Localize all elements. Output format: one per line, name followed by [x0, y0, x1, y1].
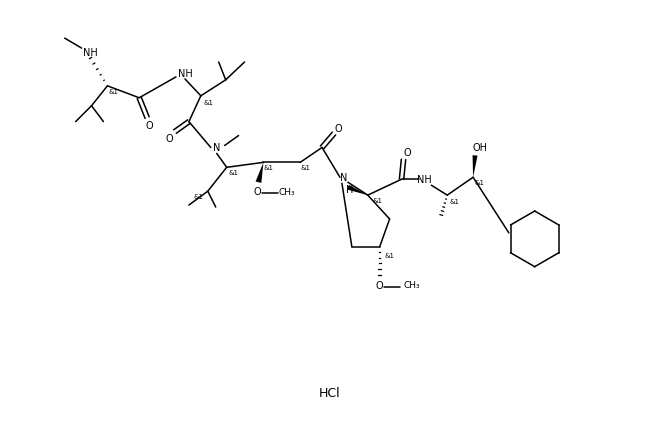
- Text: CH₃: CH₃: [279, 187, 295, 196]
- Text: N: N: [213, 143, 220, 153]
- Text: HCl: HCl: [319, 386, 341, 399]
- Text: &1: &1: [372, 197, 383, 204]
- Text: O: O: [165, 133, 173, 143]
- Polygon shape: [255, 163, 263, 184]
- Text: &1: &1: [194, 194, 204, 200]
- Text: &1: &1: [449, 199, 459, 204]
- Text: NH: NH: [83, 48, 98, 58]
- Text: &1: &1: [228, 170, 239, 176]
- Text: N: N: [340, 173, 347, 183]
- Text: OH: OH: [472, 143, 488, 153]
- Polygon shape: [472, 156, 478, 178]
- Text: &1: &1: [474, 180, 484, 186]
- Text: &1: &1: [263, 165, 273, 171]
- Text: &1: &1: [385, 252, 395, 258]
- Text: CH₃: CH₃: [403, 280, 420, 289]
- Text: NH: NH: [178, 69, 192, 79]
- Text: O: O: [404, 148, 411, 158]
- Text: NH: NH: [417, 175, 432, 185]
- Text: O: O: [376, 280, 384, 290]
- Text: &1: &1: [204, 99, 214, 105]
- Text: O: O: [334, 123, 342, 133]
- Text: O: O: [145, 120, 153, 130]
- Text: H: H: [346, 185, 353, 195]
- Text: O: O: [253, 187, 261, 197]
- Text: &1: &1: [109, 89, 118, 95]
- Text: &1: &1: [300, 165, 310, 171]
- Polygon shape: [347, 185, 368, 196]
